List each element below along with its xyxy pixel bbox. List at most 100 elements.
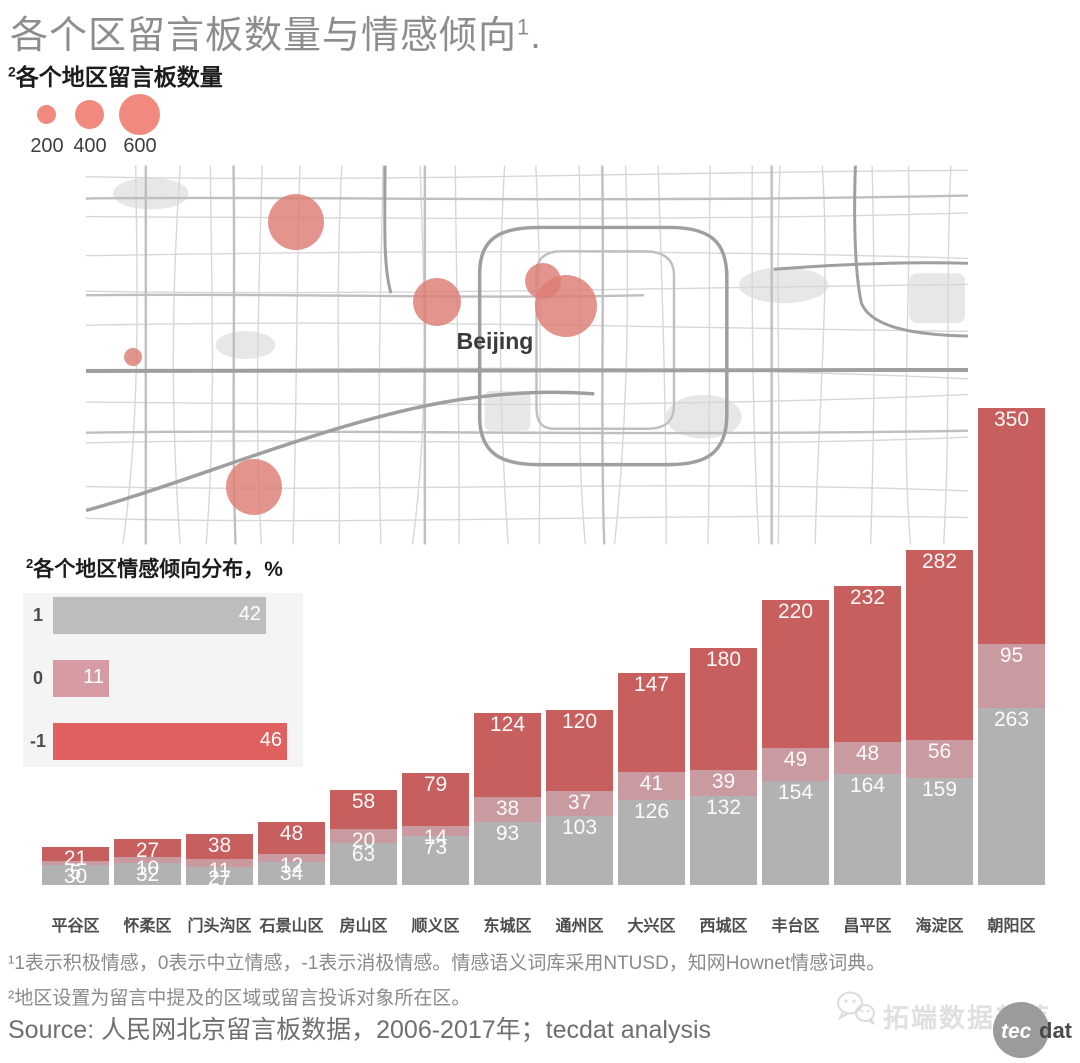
neutral-value: 20 [351,829,376,853]
negative-segment [42,847,109,862]
sentiment-distribution-chart: 1 42 0 11 -1 46 [23,593,303,767]
negative-segment [978,407,1045,644]
neutral-segment [906,740,973,778]
district-label: 门头沟区 [187,918,252,935]
sentiment-row: 0 11 [23,660,303,697]
positive-value: 93 [495,822,520,846]
positive-segment [618,800,685,885]
page-title: 各个区留言板数量与情感倾向1. [10,4,542,59]
sentiment-category-label: 0 [32,668,43,688]
page-title-superscript: 1 [517,14,531,40]
district-label: 东城区 [483,918,532,935]
district-stacked-bar: 232 48 164 [834,585,901,885]
negative-value: 58 [351,790,376,813]
negative-segment [114,838,181,857]
positive-segment [114,863,181,885]
page-title-tail: . [530,15,542,57]
negative-value: 282 [921,550,958,573]
district-label: 朝阳区 [987,918,1036,935]
positive-value: 34 [279,861,304,885]
neutral-value: 41 [639,772,664,796]
positive-segment [906,777,973,885]
bubble-legend-title: 2各个地区留言板数量 [8,58,223,92]
positive-segment [978,707,1045,885]
district-stacked-bar: 27 10 32 [114,838,181,887]
sentiment-row: 1 42 [23,597,303,634]
negative-segment [402,773,469,827]
sentiment-legend-title: 2各个地区情感倾向分布，% [26,553,283,583]
legend-size-label: 200 [30,135,64,157]
neutral-value: 95 [999,643,1024,667]
bubble-legend-title-text: 各个地区留言板数量 [15,64,223,90]
sentiment-title-superscript: 2 [26,556,34,571]
neutral-value: 38 [495,796,520,820]
sentiment-rows: 1 42 0 11 -1 46 [23,597,303,760]
neutral-value: 49 [783,748,808,772]
district-stacked-bar: 180 39 132 [690,648,757,885]
positive-value: 63 [351,842,376,866]
light-roads [86,165,968,545]
neutral-segment [402,826,469,836]
positive-value: 159 [921,777,958,801]
sentiment-value: 11 [83,666,104,688]
negative-segment [258,821,325,854]
neutral-value: 37 [567,790,592,814]
negative-segment [330,790,397,830]
sentiment-value: 46 [259,729,282,751]
positive-value: 32 [135,863,160,887]
negative-value: 147 [633,673,670,697]
positive-value: 164 [849,774,886,798]
district-stacked-bar: 350 95 263 [978,407,1045,885]
neutral-value: 12 [279,853,304,877]
legend-size-label: 400 [73,135,107,157]
positive-value: 103 [561,815,598,839]
highways [86,165,968,513]
neutral-value: 11 [208,859,231,883]
district-label: 顺义区 [411,918,460,935]
neutral-segment [690,769,757,796]
negative-value: 232 [849,585,886,609]
neutral-value: 14 [423,826,448,850]
district-label: 海淀区 [915,918,964,935]
district-stacked-bar: 58 20 63 [330,790,397,885]
district-stacked-bar: 282 56 159 [906,550,973,885]
positive-segment [762,781,829,885]
bubble-legend-title-superscript: 2 [8,63,16,80]
positive-value: 73 [423,835,448,859]
tecdat-logo-dat: dat [1039,1018,1072,1043]
district-bubble [226,459,282,515]
negative-value: 350 [993,407,1030,431]
positive-value: 27 [207,866,232,890]
negative-segment [690,648,757,770]
negative-value: 48 [279,821,304,845]
sentiment-bar: 42 [53,597,266,634]
district-label: 怀柔区 [123,918,172,935]
neutral-segment [762,748,829,782]
sentiment-bar: 46 [53,723,287,760]
positive-segment [834,774,901,885]
district-bubble [268,194,324,250]
district-stacked-bar: 124 38 93 [474,713,541,885]
district-stacked-bar: 48 12 34 [258,821,325,885]
road-network-graphic [86,165,968,545]
negative-segment [834,585,901,743]
wechat-icon [837,991,875,1025]
sentiment-bar: 11 [53,660,109,697]
legend-bubble-large-icon [119,94,160,135]
district-bubble [124,348,142,366]
positive-value: 126 [633,800,670,824]
negative-value: 21 [63,847,88,871]
district-label: 平谷区 [51,918,100,935]
neutral-value: 48 [855,742,880,766]
negative-value: 124 [489,713,526,737]
sentiment-row: -1 46 [23,723,303,760]
watermark: 拓端数据部落 tec dat [835,990,1080,1063]
negative-segment [618,673,685,773]
positive-segment [42,864,109,885]
footnote-2: ²地区设置为留言中提及的区域或留言投诉对象所在区。 [8,988,471,1009]
district-label: 西城区 [699,918,748,935]
source-line: Source: 人民网北京留言板数据，2006-2017年；tecdat ana… [8,1016,712,1044]
sentiment-category-label: 1 [32,605,43,625]
positive-segment [690,795,757,885]
